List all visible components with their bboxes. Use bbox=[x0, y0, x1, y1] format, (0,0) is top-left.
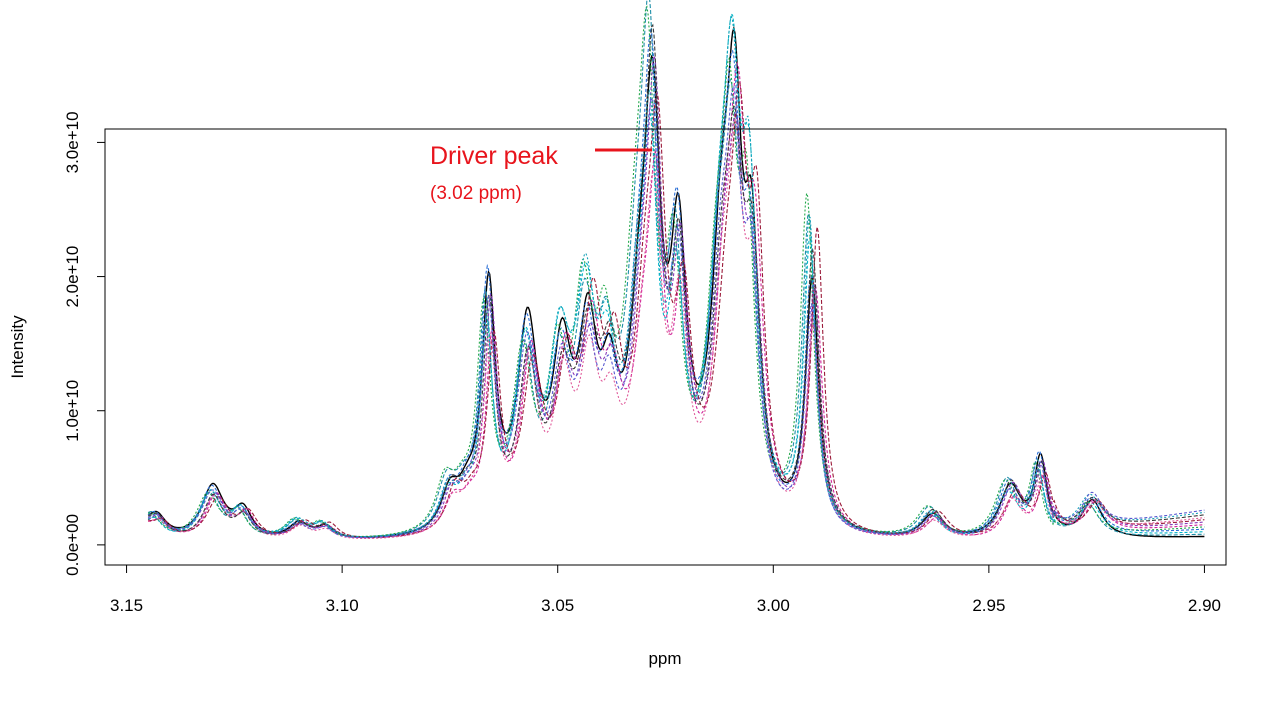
spectrum-series-line bbox=[147, 0, 1205, 538]
series-layer bbox=[147, 0, 1205, 540]
x-tick-label: 3.00 bbox=[757, 596, 790, 615]
x-tick-label: 3.15 bbox=[110, 596, 143, 615]
y-tick-label: 0.0e+00 bbox=[63, 514, 82, 576]
x-axis-label: ppm bbox=[648, 649, 681, 668]
spectrum-series-line bbox=[147, 28, 1205, 538]
spectrum-series-line bbox=[148, 23, 1205, 538]
y-axis: 0.0e+00 1.0e+10 2.0e+10 3.0e+10 bbox=[63, 111, 106, 576]
spectrum-series-line bbox=[147, 5, 1205, 537]
spectrum-series-line bbox=[148, 62, 1205, 539]
y-tick-label: 1.0e+10 bbox=[63, 380, 82, 442]
x-tick-label: 3.05 bbox=[541, 596, 574, 615]
y-tick-label: 2.0e+10 bbox=[63, 246, 82, 308]
x-tick-label: 2.95 bbox=[972, 596, 1005, 615]
spectrum-series-line bbox=[147, 12, 1205, 538]
driver-peak-annotation: Driver peak (3.02 ppm) bbox=[430, 142, 652, 204]
x-tick-label: 3.10 bbox=[326, 596, 359, 615]
spectrum-series-line bbox=[147, 25, 1205, 538]
spectrum-series-line bbox=[148, 55, 1205, 538]
x-tick-label: 2.90 bbox=[1188, 596, 1221, 615]
x-axis: 3.15 3.10 3.05 3.00 2.95 2.90 bbox=[110, 564, 1221, 615]
plot-frame bbox=[104, 128, 1227, 566]
spectrum-series-line bbox=[147, 14, 1205, 538]
y-axis-label: Intensity bbox=[8, 315, 27, 379]
spectrum-series-line bbox=[147, 85, 1205, 539]
annotation-sublabel: (3.02 ppm) bbox=[430, 183, 522, 204]
spectrum-series-line bbox=[148, 118, 1205, 540]
y-tick-label: 3.0e+10 bbox=[63, 111, 82, 173]
annotation-label: Driver peak bbox=[430, 142, 558, 170]
